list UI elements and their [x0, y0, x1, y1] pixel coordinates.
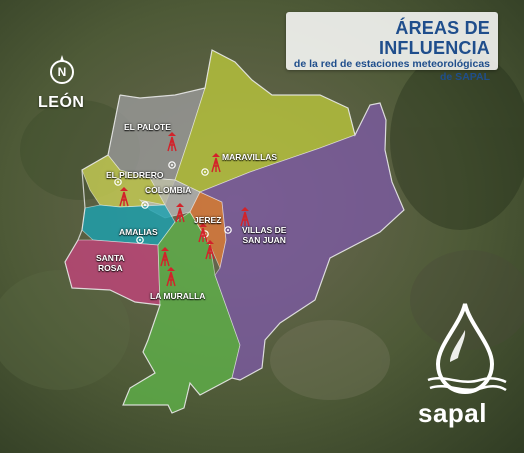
zone-label-maravillas: MARAVILLAS [222, 152, 278, 162]
map-subtitle-line1: de la red de estaciones meteorológicas [293, 58, 490, 70]
north-arrow-icon: N [50, 55, 74, 84]
zone-label-amalias: AMALIAS [119, 227, 158, 237]
weather-station-icon [205, 240, 215, 260]
station-point-icon [168, 161, 176, 169]
station-point-dot [227, 229, 229, 231]
zone-amalias [81, 204, 176, 246]
sapal-logo-icon [427, 303, 507, 395]
zone-label-la-muralla: LA MURALLA [150, 291, 206, 301]
station-point-icon [201, 168, 209, 176]
weather-station-icon [211, 153, 221, 173]
station-point-icon [141, 201, 149, 209]
zone-label-villas-de-san-juan: VILLAS DE SAN JUAN [242, 225, 287, 245]
weather-station-icon [119, 187, 129, 207]
city-boundary [64, 49, 405, 414]
station-markers [114, 132, 250, 287]
zone-label-colombia: COLOMBIA [145, 185, 192, 195]
station-point-icon [136, 236, 144, 244]
station-point-dot [171, 164, 173, 166]
brand-name: sapal [418, 398, 487, 428]
station-point-dot [117, 181, 119, 183]
weather-station-icon [240, 207, 250, 227]
station-point-icon [114, 178, 122, 186]
map-title: ÁREAS DE INFLUENCIA [379, 18, 490, 58]
city-label: LEÓN [38, 94, 85, 111]
zone-label-el-piedrero: EL PIEDRERO [106, 170, 164, 180]
zone-label-el-palote: EL PALOTE [124, 122, 171, 132]
weather-station-icon [166, 267, 176, 287]
station-point-dot [139, 239, 141, 241]
weather-station-icon [198, 223, 208, 243]
weather-station-icon [167, 132, 177, 152]
compass-letter: N [57, 65, 67, 79]
zone-label-jerez: JEREZ [194, 215, 222, 225]
title-panel: ÁREAS DE INFLUENCIA de la red de estacio… [286, 12, 498, 83]
weather-station-icon [175, 203, 185, 223]
station-point-icon [224, 226, 232, 234]
weather-station-icon [160, 247, 170, 267]
station-point-dot [144, 204, 146, 206]
station-point-dot [204, 171, 206, 173]
zone-label-santa-rosa: SANTA ROSA [96, 253, 125, 273]
map-subtitle-line2: de SAPAL [440, 71, 490, 83]
